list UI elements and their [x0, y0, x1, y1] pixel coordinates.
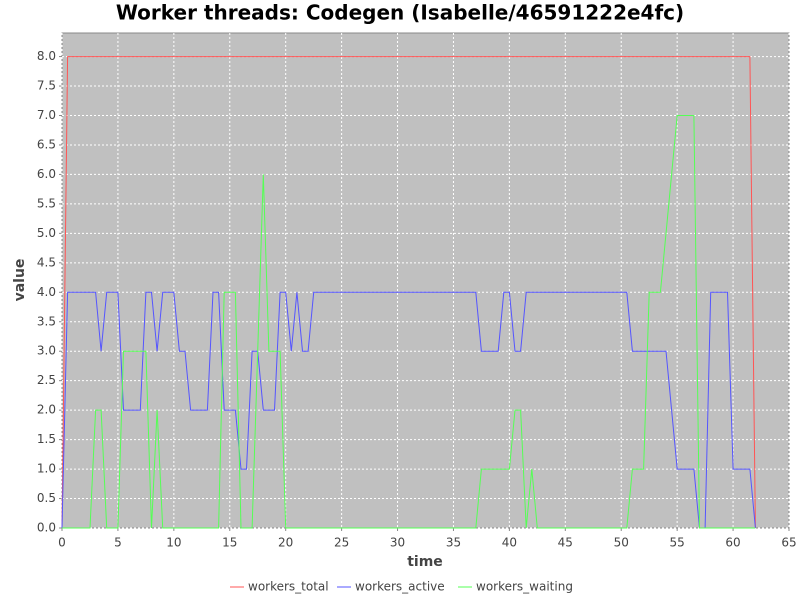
- series-line: [62, 115, 756, 529]
- y-tick-label: 1.0: [37, 462, 56, 476]
- legend-label: workers_active: [355, 580, 445, 594]
- y-tick-label: 7.0: [37, 108, 56, 122]
- y-axis-label: value: [12, 259, 28, 302]
- y-tick-label: 6.0: [37, 167, 56, 181]
- y-tick-label: 0.5: [37, 491, 56, 505]
- x-tick-label: 40: [502, 536, 517, 550]
- x-tick-label: 10: [166, 536, 181, 550]
- legend-label: workers_waiting: [476, 580, 573, 594]
- y-tick-label: 3.0: [37, 344, 56, 358]
- y-tick-label: 3.5: [37, 314, 56, 328]
- x-tick-label: 65: [781, 536, 796, 550]
- x-tick-label: 35: [446, 536, 461, 550]
- series-line: [61, 56, 756, 529]
- x-tick-label: 45: [558, 536, 573, 550]
- y-tick-label: 6.5: [37, 137, 56, 151]
- y-tick-label: 8.0: [37, 49, 56, 63]
- y-tick-label: 2.0: [37, 403, 56, 417]
- y-tick-label: 0.0: [37, 521, 56, 535]
- y-tick-label: 5.5: [37, 196, 56, 210]
- x-tick-label: 15: [222, 536, 237, 550]
- y-tick-label: 5.0: [37, 226, 56, 240]
- y-tick-label: 7.5: [37, 79, 56, 93]
- y-tick-label: 2.5: [37, 373, 56, 387]
- x-tick-label: 50: [614, 536, 629, 550]
- x-tick-label: 0: [58, 536, 66, 550]
- series-line: [61, 291, 756, 529]
- x-tick-label: 25: [334, 536, 349, 550]
- chart-title: Worker threads: Codegen (Isabelle/465912…: [116, 1, 684, 25]
- x-tick-label: 30: [390, 536, 405, 550]
- x-tick-label: 55: [670, 536, 685, 550]
- y-tick-label: 4.5: [37, 255, 56, 269]
- y-tick-label: 4.0: [37, 285, 56, 299]
- x-tick-label: 20: [278, 536, 293, 550]
- y-tick-label: 1.5: [37, 432, 56, 446]
- x-tick-label: 60: [725, 536, 740, 550]
- x-tick-label: 5: [114, 536, 122, 550]
- x-axis-label: time: [407, 554, 443, 570]
- plot-area: [62, 33, 789, 528]
- legend-label: workers_total: [248, 580, 329, 594]
